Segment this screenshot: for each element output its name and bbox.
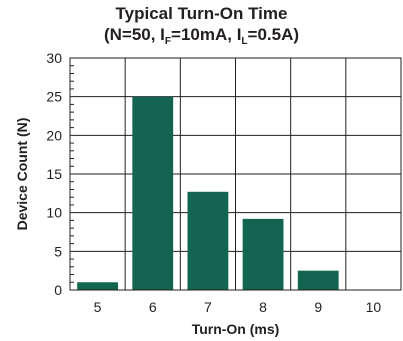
bar-7 <box>187 191 229 290</box>
subtitle-mid: =10mA, I <box>171 25 242 44</box>
bars <box>77 96 339 291</box>
chart-title-main: Typical Turn-On Time <box>115 4 288 23</box>
x-tick-label: 7 <box>204 299 212 315</box>
y-tick-label: 15 <box>46 166 62 182</box>
bar-5 <box>77 282 118 290</box>
x-tick-labels: 5 6 7 8 9 10 <box>94 299 382 315</box>
x-tick-label: 6 <box>149 299 157 315</box>
y-tick-labels: 0 5 10 15 20 25 30 <box>46 50 62 298</box>
y-tick-label: 10 <box>46 205 62 221</box>
plot-frame <box>69 57 402 291</box>
grid-lines <box>70 58 401 290</box>
y-tick-label: 25 <box>46 89 62 105</box>
bar-6 <box>132 96 174 291</box>
subtitle-prefix: (N=50, I <box>103 25 165 44</box>
x-tick-label: 8 <box>259 299 267 315</box>
x-tick-label: 5 <box>94 299 102 315</box>
chart-subtitle: (N=50, IF=10mA, IL=0.5A) <box>0 24 403 47</box>
subtitle-suffix: =0.5A) <box>247 25 300 44</box>
x-axis-label: Turn-On (ms) <box>192 321 280 337</box>
y-axis-label: Device Count (N) <box>14 118 30 231</box>
y-tick-label: 5 <box>54 243 62 259</box>
y-tick-label: 30 <box>46 50 62 66</box>
y-tick-label: 20 <box>46 127 62 143</box>
y-tick-label: 0 <box>54 282 62 298</box>
subtitle-subscript-l: L <box>241 36 248 47</box>
subtitle-subscript-f: F <box>164 36 172 47</box>
bar-8 <box>242 218 284 290</box>
minor-ticks <box>70 65 74 283</box>
x-tick-label: 10 <box>366 299 382 315</box>
bar-9 <box>297 270 339 290</box>
chart-title: Typical Turn-On Time (N=50, IF=10mA, IL=… <box>0 3 403 47</box>
x-tick-label: 9 <box>314 299 322 315</box>
